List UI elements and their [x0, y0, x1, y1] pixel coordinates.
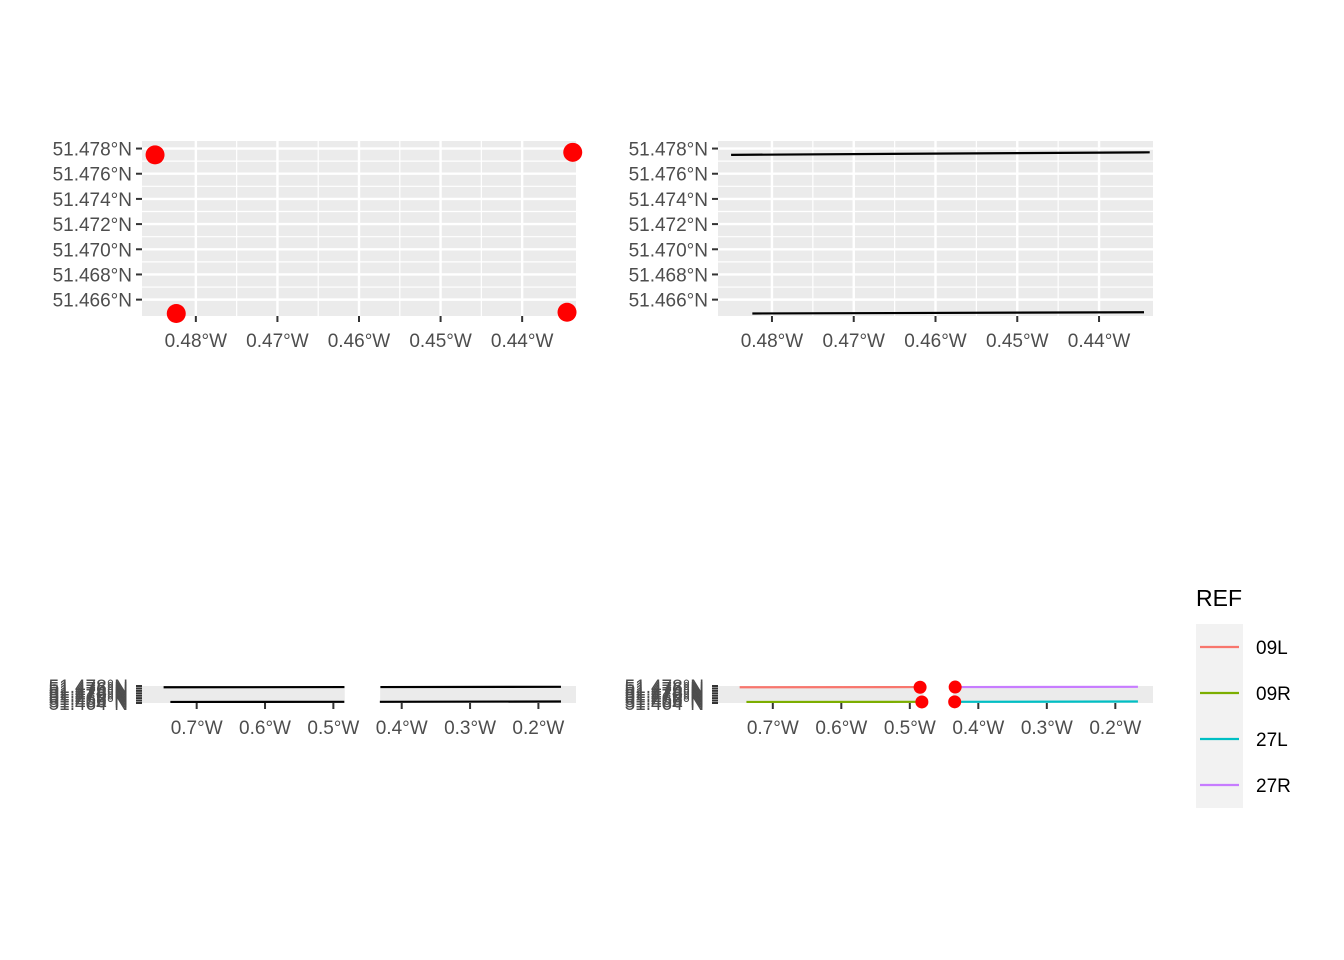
- panel-top-right-lines: 51.466°N 51.468°N 51.470°N 51.472°N 51.474°N…: [629, 140, 1153, 352]
- x-tick-label: 0.4°W: [376, 718, 428, 739]
- data-point: [557, 302, 577, 322]
- y-tick-label: 51.478°N: [49, 677, 128, 698]
- legend-label-09r: 09R: [1256, 684, 1291, 705]
- y-tick-label: 51.476°N: [53, 165, 132, 186]
- panel-bottom-right-lines: 51.464°N51.466°N51.468°N51.470°N51.472°N…: [625, 677, 1153, 739]
- data-point: [913, 680, 927, 694]
- data-point: [563, 142, 583, 162]
- y-tick-label: 51.474°N: [53, 190, 132, 211]
- data-point: [948, 680, 962, 694]
- x-tick-label: 0.6°W: [239, 718, 291, 739]
- y-tick-label: 51.468°N: [49, 689, 128, 710]
- legend: REF 09L 09R 27L 27R: [1196, 585, 1291, 808]
- legend-label-27r: 27R: [1256, 776, 1291, 797]
- x-tick-label: 0.3°W: [444, 718, 496, 739]
- data-point: [166, 303, 186, 323]
- data-point: [915, 695, 929, 709]
- x-tick-label: 0.45°W: [409, 331, 472, 352]
- y-tick-label: 51.472°N: [53, 215, 132, 236]
- panel-bottom-left-lines: 51.464°N51.466°N51.468°N51.470°N51.472°N…: [49, 677, 576, 739]
- y-tick-label: 51.478°N: [53, 140, 132, 161]
- x-tick-label: 0.7°W: [747, 718, 799, 739]
- y-tick-label: 51.476°N: [629, 165, 708, 186]
- panel-gap: [344, 684, 381, 705]
- y-tick-label: 51.468°N: [53, 265, 132, 286]
- x-tick-label: 0.47°W: [822, 331, 885, 352]
- y-tick-label: 51.474°N: [629, 190, 708, 211]
- x-tick-label: 0.2°W: [512, 718, 564, 739]
- legend-key-background: [1196, 624, 1243, 808]
- y-tick-label: 51.468°N: [629, 265, 708, 286]
- y-tick-label: 51.472°N: [629, 215, 708, 236]
- y-tick-label: 51.470°N: [53, 240, 132, 261]
- x-tick-label: 0.3°W: [1021, 718, 1073, 739]
- y-tick-label: 51.476°N: [625, 679, 704, 700]
- y-tick-label: 51.472°N: [49, 684, 128, 705]
- x-tick-label: 0.48°W: [741, 331, 804, 352]
- runway-line: [752, 311, 1145, 315]
- legend-title: REF: [1196, 585, 1242, 611]
- panel-top-left-points: 51.466°N 51.468°N 51.470°N 51.472°N 51.474°N…: [53, 140, 583, 352]
- y-tick-label: 51.470°N: [625, 687, 704, 708]
- x-tick-label: 0.5°W: [884, 718, 936, 739]
- data-point: [145, 145, 165, 165]
- y-tick-label: 51.474°N: [49, 682, 128, 703]
- x-tick-label: 0.7°W: [171, 718, 223, 739]
- y-tick-label: 51.472°N: [625, 684, 704, 705]
- x-tick-label: 0.44°W: [491, 331, 554, 352]
- data-point: [948, 695, 962, 709]
- x-tick-label: 0.4°W: [952, 718, 1004, 739]
- x-tick-label: 0.47°W: [246, 331, 309, 352]
- y-tick-label: 51.464°N: [625, 694, 704, 715]
- y-tick-label: 51.478°N: [625, 677, 704, 698]
- x-tick-label: 0.46°W: [904, 331, 967, 352]
- y-tick-label: 51.466°N: [53, 291, 132, 312]
- x-tick-label: 0.5°W: [307, 718, 359, 739]
- x-tick-label: 0.45°W: [986, 331, 1049, 352]
- y-tick-label: 51.470°N: [49, 687, 128, 708]
- y-tick-label: 51.466°N: [625, 692, 704, 713]
- y-tick-label: 51.468°N: [625, 689, 704, 710]
- y-tick-label: 51.464°N: [49, 694, 128, 715]
- y-tick-label: 51.476°N: [49, 679, 128, 700]
- x-tick-label: 0.6°W: [815, 718, 867, 739]
- x-tick-label: 0.46°W: [328, 331, 391, 352]
- y-tick-label: 51.466°N: [629, 291, 708, 312]
- x-tick-label: 0.2°W: [1089, 718, 1141, 739]
- legend-label-09l: 09L: [1256, 638, 1288, 659]
- x-tick-label: 0.48°W: [165, 331, 228, 352]
- runway-line: [731, 151, 1150, 156]
- panel-gap: [923, 684, 953, 705]
- y-tick-label: 51.478°N: [629, 140, 708, 161]
- x-tick-label: 0.44°W: [1068, 331, 1131, 352]
- y-tick-label: 51.466°N: [49, 692, 128, 713]
- y-tick-label: 51.470°N: [629, 240, 708, 261]
- y-tick-label: 51.474°N: [625, 682, 704, 703]
- legend-label-27l: 27L: [1256, 730, 1288, 751]
